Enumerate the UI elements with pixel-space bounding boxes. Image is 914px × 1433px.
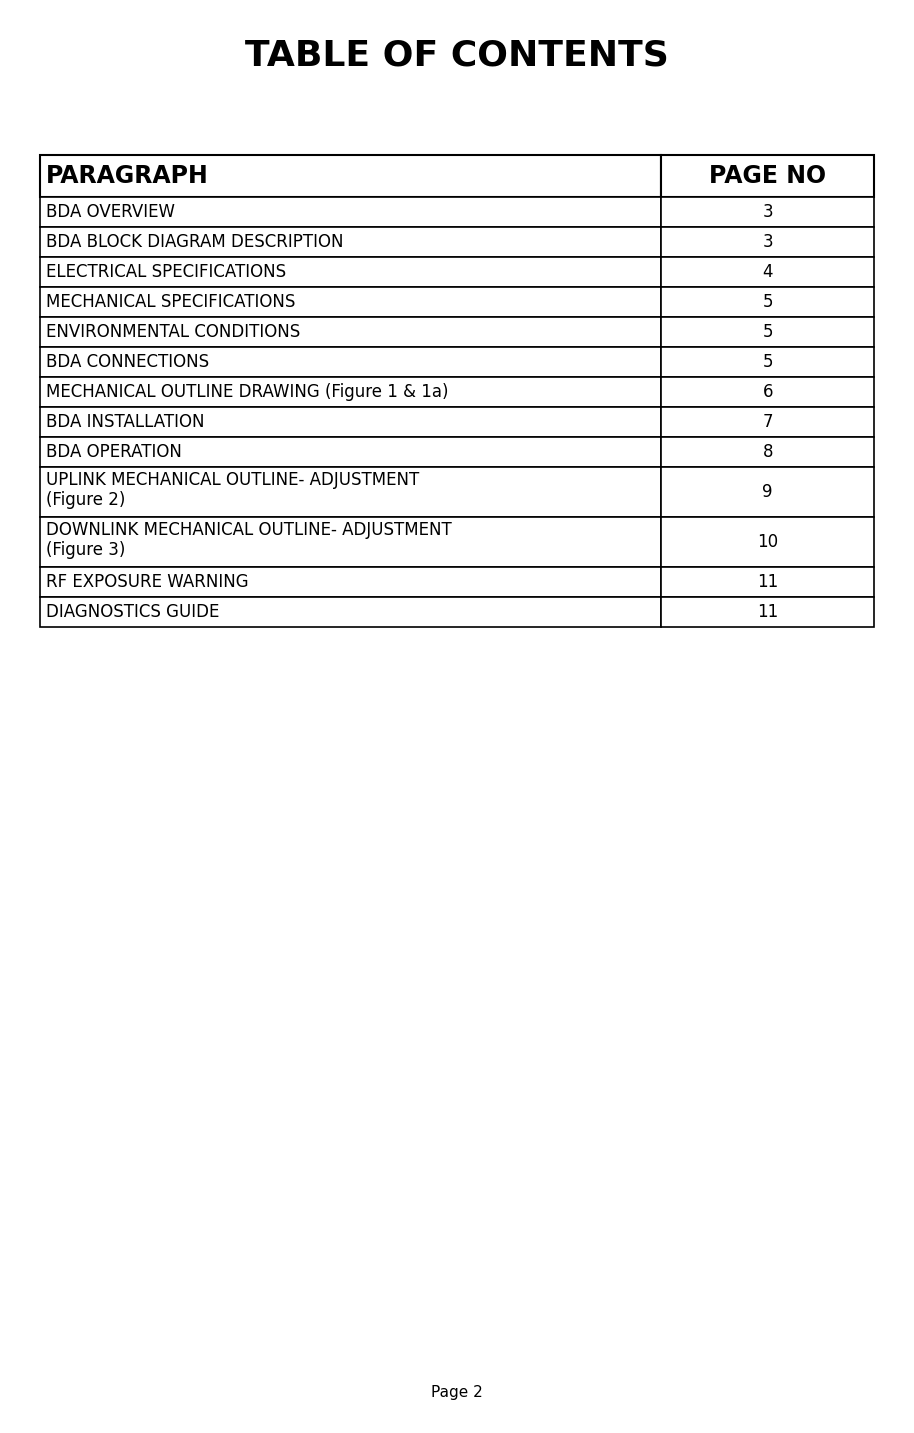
Text: PARAGRAPH: PARAGRAPH — [46, 163, 208, 188]
Bar — [40, 287, 662, 317]
Bar — [662, 226, 874, 257]
Text: 3: 3 — [762, 203, 773, 221]
Text: 10: 10 — [757, 533, 778, 552]
Bar — [40, 567, 662, 598]
Bar — [662, 287, 874, 317]
Text: ENVIRONMENTAL CONDITIONS: ENVIRONMENTAL CONDITIONS — [46, 322, 301, 341]
Text: BDA INSTALLATION: BDA INSTALLATION — [46, 413, 205, 431]
Text: 6: 6 — [762, 383, 773, 401]
Bar — [40, 517, 662, 567]
Text: ELECTRICAL SPECIFICATIONS: ELECTRICAL SPECIFICATIONS — [46, 264, 286, 281]
Bar — [662, 467, 874, 517]
Text: 11: 11 — [757, 573, 779, 590]
Bar — [662, 347, 874, 377]
Text: PAGE NO: PAGE NO — [709, 163, 826, 188]
Text: DIAGNOSTICS GUIDE: DIAGNOSTICS GUIDE — [46, 603, 219, 620]
Text: 4: 4 — [762, 264, 773, 281]
Text: 9: 9 — [762, 483, 773, 502]
Bar — [662, 377, 874, 407]
Text: 8: 8 — [762, 443, 773, 461]
Bar — [40, 598, 662, 628]
Text: UPLINK MECHANICAL OUTLINE- ADJUSTMENT: UPLINK MECHANICAL OUTLINE- ADJUSTMENT — [46, 470, 420, 489]
Text: RF EXPOSURE WARNING: RF EXPOSURE WARNING — [46, 573, 249, 590]
Bar — [662, 598, 874, 628]
Bar — [40, 196, 662, 226]
Bar — [662, 567, 874, 598]
Bar — [40, 467, 662, 517]
Bar — [662, 155, 874, 196]
Bar — [662, 196, 874, 226]
Text: 11: 11 — [757, 603, 779, 620]
Bar — [40, 377, 662, 407]
Text: (Figure 3): (Figure 3) — [46, 540, 125, 559]
Bar — [40, 155, 662, 196]
Text: (Figure 2): (Figure 2) — [46, 490, 125, 509]
Text: MECHANICAL SPECIFICATIONS: MECHANICAL SPECIFICATIONS — [46, 292, 295, 311]
Text: 5: 5 — [762, 292, 773, 311]
Text: BDA BLOCK DIAGRAM DESCRIPTION: BDA BLOCK DIAGRAM DESCRIPTION — [46, 234, 344, 251]
Bar — [40, 347, 662, 377]
Text: DOWNLINK MECHANICAL OUTLINE- ADJUSTMENT: DOWNLINK MECHANICAL OUTLINE- ADJUSTMENT — [46, 520, 452, 539]
Text: 7: 7 — [762, 413, 773, 431]
Text: BDA OPERATION: BDA OPERATION — [46, 443, 182, 461]
Text: BDA CONNECTIONS: BDA CONNECTIONS — [46, 353, 209, 371]
Text: 5: 5 — [762, 353, 773, 371]
Bar — [662, 407, 874, 437]
Text: MECHANICAL OUTLINE DRAWING (Figure 1 & 1a): MECHANICAL OUTLINE DRAWING (Figure 1 & 1… — [46, 383, 449, 401]
Bar — [40, 226, 662, 257]
Text: TABLE OF CONTENTS: TABLE OF CONTENTS — [245, 39, 669, 72]
Bar — [40, 317, 662, 347]
Text: 3: 3 — [762, 234, 773, 251]
Bar — [662, 257, 874, 287]
Bar — [662, 317, 874, 347]
Bar — [662, 437, 874, 467]
Bar — [662, 517, 874, 567]
Text: 5: 5 — [762, 322, 773, 341]
Text: Page 2: Page 2 — [431, 1386, 483, 1400]
Bar — [40, 437, 662, 467]
Text: BDA OVERVIEW: BDA OVERVIEW — [46, 203, 175, 221]
Bar — [40, 257, 662, 287]
Bar — [40, 407, 662, 437]
